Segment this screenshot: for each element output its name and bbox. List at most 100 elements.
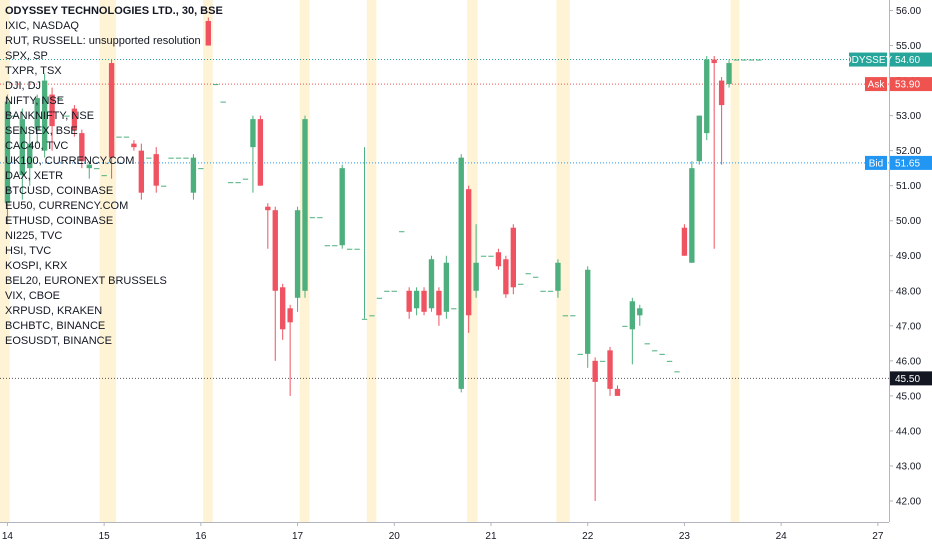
- candle[interactable]: [86, 161, 92, 179]
- candle[interactable]: [294, 206, 301, 312]
- legend-item[interactable]: DAX, XETR: [5, 170, 64, 182]
- candle[interactable]: [689, 161, 695, 263]
- legend-item[interactable]: KOSPI, KRX: [5, 260, 68, 272]
- candle[interactable]: [741, 59, 747, 61]
- candle[interactable]: [525, 273, 531, 275]
- candle[interactable]: [622, 325, 628, 327]
- candle[interactable]: [227, 182, 234, 184]
- candle[interactable]: [317, 217, 323, 219]
- candle[interactable]: [302, 115, 308, 298]
- legend-item[interactable]: DJI, DJ: [5, 80, 42, 92]
- legend-item[interactable]: BCHBTC, BINANCE: [5, 320, 106, 332]
- candle[interactable]: [354, 248, 360, 250]
- candle[interactable]: [183, 157, 189, 159]
- candle[interactable]: [674, 371, 680, 373]
- candle[interactable]: [651, 350, 658, 352]
- candle[interactable]: [428, 255, 435, 312]
- candle[interactable]: [361, 147, 368, 320]
- legend-item[interactable]: NIFTY, NSE: [5, 95, 65, 107]
- legend-item[interactable]: CAC40, TVC: [5, 140, 69, 152]
- candle[interactable]: [555, 259, 561, 298]
- candle[interactable]: [56, 98, 63, 100]
- candle[interactable]: [577, 353, 583, 355]
- candle[interactable]: [108, 59, 115, 179]
- candle[interactable]: [473, 224, 479, 298]
- candle[interactable]: [465, 185, 472, 333]
- candle[interactable]: [756, 59, 762, 61]
- candle[interactable]: [79, 129, 85, 169]
- candle[interactable]: [495, 248, 502, 270]
- candle[interactable]: [257, 115, 264, 186]
- candle[interactable]: [265, 203, 271, 249]
- candle[interactable]: [123, 136, 130, 138]
- candle[interactable]: [160, 185, 167, 187]
- candle[interactable]: [540, 290, 546, 292]
- candle[interactable]: [146, 157, 152, 159]
- candle[interactable]: [4, 94, 11, 225]
- candle[interactable]: [242, 178, 249, 180]
- legend-item[interactable]: BTCUSD, COINBASE: [5, 185, 114, 197]
- legend-item[interactable]: RUT, RUSSELL: unsupported resolution: [5, 35, 201, 47]
- candle[interactable]: [131, 140, 137, 151]
- candle[interactable]: [391, 290, 397, 292]
- candle[interactable]: [12, 115, 18, 117]
- candle[interactable]: [718, 77, 725, 165]
- candle[interactable]: [607, 346, 613, 396]
- candle[interactable]: [704, 56, 710, 141]
- candle[interactable]: [235, 182, 241, 184]
- candle[interactable]: [280, 283, 286, 340]
- candle[interactable]: [629, 297, 636, 365]
- candle[interactable]: [272, 206, 278, 361]
- candle[interactable]: [339, 164, 345, 249]
- candle[interactable]: [198, 168, 204, 170]
- candle[interactable]: [458, 154, 464, 393]
- candle[interactable]: [64, 115, 70, 117]
- legend-item[interactable]: ETHUSD, COINBASE: [5, 215, 114, 227]
- candle[interactable]: [413, 287, 420, 316]
- legend-item[interactable]: EOSUSDT, BINANCE: [5, 335, 112, 347]
- candle[interactable]: [659, 353, 665, 355]
- candle[interactable]: [250, 115, 256, 193]
- candle[interactable]: [480, 255, 487, 257]
- candle[interactable]: [376, 297, 383, 299]
- candle[interactable]: [503, 255, 509, 298]
- candle[interactable]: [733, 59, 740, 61]
- legend-item[interactable]: VIX, CBOE: [5, 290, 61, 302]
- candle[interactable]: [101, 175, 107, 177]
- legend-item[interactable]: TXPR, TSX: [5, 65, 62, 77]
- candle[interactable]: [138, 143, 145, 200]
- candle[interactable]: [443, 255, 450, 319]
- candle[interactable]: [585, 266, 591, 368]
- candle[interactable]: [324, 245, 331, 247]
- candle[interactable]: [406, 287, 412, 319]
- candle[interactable]: [168, 157, 174, 159]
- candle[interactable]: [562, 315, 569, 317]
- legend-item[interactable]: BEL20, EURONEXT BRUSSELS: [5, 275, 167, 287]
- candle[interactable]: [614, 385, 621, 396]
- candle[interactable]: [49, 87, 55, 151]
- candle[interactable]: [547, 290, 554, 292]
- candle[interactable]: [369, 315, 375, 317]
- candle[interactable]: [421, 287, 427, 316]
- candle[interactable]: [748, 59, 755, 61]
- candle[interactable]: [27, 129, 33, 186]
- candle[interactable]: [71, 105, 78, 137]
- candle[interactable]: [346, 248, 353, 250]
- candle[interactable]: [116, 136, 122, 138]
- candle[interactable]: [451, 308, 457, 310]
- candle[interactable]: [518, 283, 524, 285]
- candle[interactable]: [153, 147, 159, 193]
- candle[interactable]: [332, 245, 338, 247]
- candle[interactable]: [220, 101, 226, 103]
- candle[interactable]: [287, 304, 293, 396]
- legend-item[interactable]: HSI, TVC: [5, 245, 52, 257]
- candle[interactable]: [41, 73, 48, 158]
- candle[interactable]: [711, 56, 717, 249]
- candle[interactable]: [488, 255, 494, 257]
- candle[interactable]: [399, 231, 405, 233]
- legend-item[interactable]: EU50, CURRENCY.COM: [5, 200, 129, 212]
- candle[interactable]: [644, 343, 650, 345]
- legend-item[interactable]: IXIC, NASDAQ: [5, 20, 79, 32]
